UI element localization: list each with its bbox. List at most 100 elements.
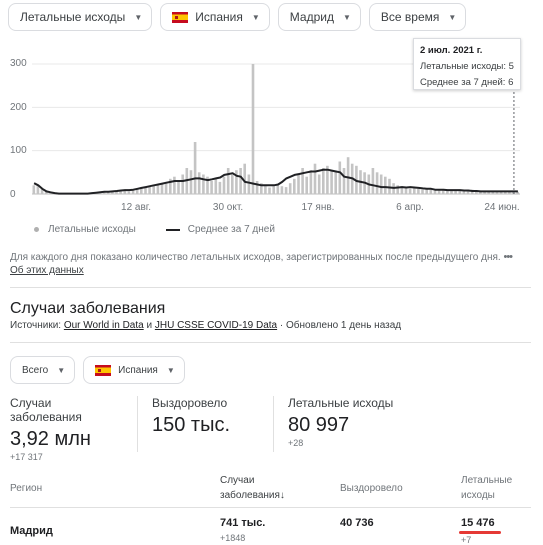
scope-dropdown[interactable]: Всего ▼: [10, 356, 76, 384]
chart-bar: [342, 168, 346, 194]
chart-bar: [164, 181, 168, 194]
chart-bar: [111, 191, 114, 194]
column-header-cases[interactable]: Случаи заболевания↓: [220, 473, 285, 503]
chevron-down-icon: ▼: [342, 12, 351, 22]
column-header-deaths[interactable]: Летальные исходы: [461, 473, 512, 503]
chart-legend: Летальные исходы Среднее за 7 дней: [34, 224, 275, 235]
chart-bar: [495, 192, 499, 194]
cases-country-label: Испания: [118, 364, 158, 376]
legend-average-label: Среднее за 7 дней: [187, 224, 275, 235]
chart-bar: [156, 185, 160, 194]
chart-bar: [197, 172, 201, 194]
chart-bar: [131, 189, 135, 194]
line-legend-marker: [165, 228, 180, 231]
chart-note: Для каждого дня показано количество лета…: [10, 251, 530, 277]
chart-bar: [504, 191, 507, 194]
chart-bar: [181, 174, 184, 194]
chevron-down-icon: ▼: [251, 12, 260, 22]
cases-country-dropdown[interactable]: Испания ▼: [83, 356, 185, 384]
chart-bar: [346, 157, 350, 194]
sources-line: Источники: Our World in Data и JHU CSSE …: [10, 320, 401, 331]
chevron-down-icon: ▼: [166, 365, 175, 375]
cases-filters: Всего ▼ Испания ▼: [10, 356, 185, 384]
chart-bar: [379, 174, 383, 194]
chart-bar: [466, 190, 470, 194]
chart-bar: [293, 178, 296, 194]
chart-bar: [264, 185, 267, 194]
column-header-recovered[interactable]: Выздоровело: [340, 483, 403, 494]
chart-bar: [280, 186, 284, 194]
chart-bar: [177, 181, 180, 194]
about-data-link[interactable]: Об этих данных: [10, 265, 84, 276]
country-dropdown[interactable]: Испания ▼: [160, 3, 270, 31]
tooltip-average: Среднее за 7 дней: 6: [420, 77, 514, 88]
chart-bar: [218, 181, 222, 194]
chart-bar: [127, 191, 131, 194]
chart-bar: [140, 187, 143, 194]
period-dropdown[interactable]: Все время ▼: [368, 3, 467, 31]
tooltip-date: 2 июл. 2021 г.: [420, 45, 483, 56]
stat-deaths: Летальные исходы 80 997 +28: [288, 396, 418, 452]
column-header-region[interactable]: Регион: [10, 483, 43, 494]
chevron-down-icon: ▼: [134, 12, 143, 22]
chart-bar: [313, 163, 317, 194]
chart-bar: [408, 188, 412, 194]
chart-bar: [429, 189, 433, 194]
chart-bar: [268, 187, 271, 194]
chart-bar: [115, 191, 118, 194]
chart-bar: [243, 163, 246, 194]
x-tick-label: 6 апр.: [396, 202, 424, 213]
region-dropdown[interactable]: Мадрид ▼: [277, 3, 361, 31]
chart-bar: [260, 183, 263, 194]
average-line: [33, 168, 518, 195]
chart-bar: [334, 172, 337, 194]
region-dropdown-label: Мадрид: [289, 10, 334, 24]
chart-bar: [32, 185, 36, 194]
legend-deaths-label: Летальные исходы: [48, 224, 136, 235]
chart-bar: [433, 190, 437, 194]
column-header-deaths-line1: Летальные: [461, 475, 513, 486]
chart-bar: [417, 188, 420, 194]
x-tick-label: 12 авг.: [121, 202, 151, 213]
stat-label: Выздоровело: [152, 396, 228, 410]
chart-bar: [404, 187, 408, 194]
more-options-icon[interactable]: •••: [503, 251, 513, 263]
section-divider: [10, 342, 531, 343]
chart-bar: [388, 178, 391, 194]
chart-bar: [462, 190, 466, 194]
x-tick-label: 24 июн.: [484, 202, 520, 213]
section-divider: [10, 287, 531, 288]
y-tick-label: 100: [10, 145, 27, 156]
chart-bar: [276, 185, 280, 194]
chart-bar: [371, 168, 375, 194]
y-tick-label: 200: [10, 102, 27, 113]
chart-bar: [400, 186, 404, 194]
period-dropdown-label: Все время: [380, 10, 440, 24]
metric-dropdown[interactable]: Летальные исходы ▼: [8, 3, 153, 31]
source-link-jhu[interactable]: JHU CSSE COVID-19 Data: [154, 320, 278, 331]
chart-tooltip: 2 июл. 2021 г. Летальные исходы: 5 Средн…: [413, 38, 521, 90]
chart-bar: [40, 188, 44, 194]
stat-label: Случаи заболевания: [10, 396, 82, 424]
chart-bar: [222, 176, 226, 194]
chart-bar: [450, 190, 453, 194]
row-recovered: 40 736: [340, 517, 374, 529]
chart-bar: [169, 178, 172, 194]
chart-bar: [102, 192, 106, 194]
chart-bar: [375, 172, 379, 194]
chart-bar: [326, 165, 329, 194]
stat-cases: Случаи заболевания 3,92 млн +17 317: [10, 396, 138, 462]
row-deaths-delta: +7: [461, 535, 472, 545]
chart-bar: [148, 186, 151, 194]
chart-bar: [384, 176, 387, 194]
chart-bar: [491, 191, 495, 194]
stat-recovered: Выздоровело 150 тыс.: [152, 396, 274, 452]
chart-bar: [297, 174, 300, 194]
chart-bar: [272, 186, 275, 194]
chart-bar: [44, 191, 48, 194]
chart-bar: [301, 168, 304, 194]
column-header-cases-line1: Случаи: [220, 475, 255, 486]
chart-bar: [193, 142, 197, 194]
stat-label: Летальные исходы: [288, 396, 394, 410]
source-link-owid[interactable]: Our World in Data: [63, 320, 144, 331]
